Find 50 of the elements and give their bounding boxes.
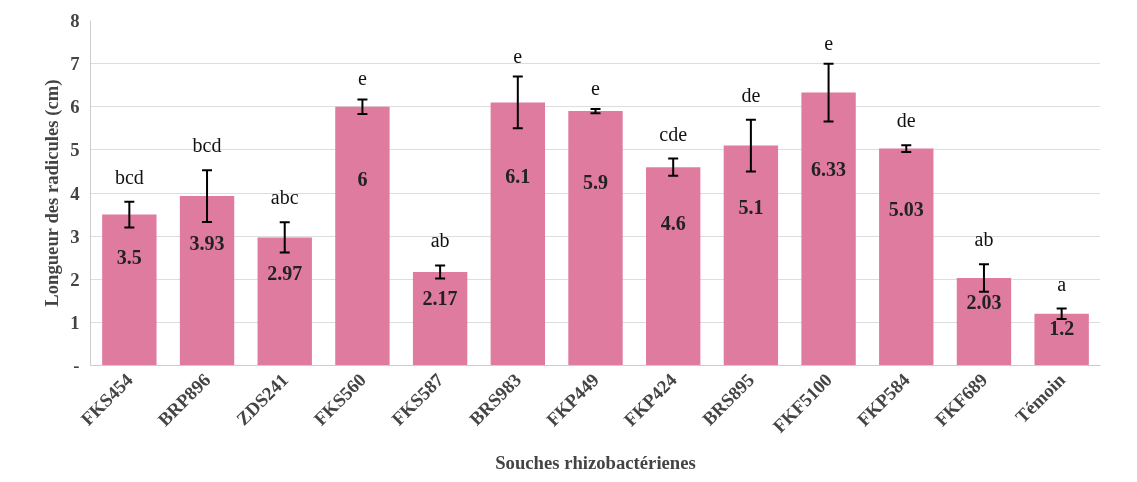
- annotation: abc: [270, 186, 299, 209]
- data-label: 6.33: [811, 157, 847, 180]
- annotation: bcd: [192, 134, 222, 157]
- annotation: de: [896, 109, 916, 132]
- x-axis-title: Souches rhizobactérienes: [495, 452, 696, 474]
- bar: [257, 237, 312, 366]
- data-label: 6: [357, 168, 368, 191]
- data-label: 5.03: [888, 198, 924, 221]
- annotation: e: [513, 44, 523, 67]
- bar: [1034, 313, 1089, 366]
- bar: [723, 145, 779, 366]
- y-tick-label: 4: [70, 182, 80, 204]
- bar: [568, 111, 623, 366]
- data-label: 2.97: [267, 262, 303, 285]
- data-label: 5.1: [738, 196, 764, 219]
- y-tick-label: 5: [70, 139, 80, 161]
- bar: [335, 106, 390, 366]
- annotation: e: [591, 76, 601, 99]
- bar: [801, 92, 856, 366]
- y-tick-label: -: [73, 355, 80, 376]
- y-tick-label: 7: [70, 53, 80, 75]
- annotation: ab: [430, 229, 450, 252]
- y-tick-label: 1: [70, 311, 80, 333]
- annotation: e: [357, 67, 367, 90]
- annotation: cde: [659, 122, 688, 145]
- y-tick-label: 8: [70, 10, 80, 31]
- data-label: 2.17: [422, 287, 458, 310]
- bar: [102, 214, 157, 366]
- annotation: de: [741, 83, 761, 106]
- y-tick-label: 6: [70, 96, 80, 118]
- y-tick-label: 3: [70, 225, 80, 247]
- data-label: 3.93: [189, 232, 225, 255]
- annotation: a: [1057, 272, 1067, 295]
- bar: [490, 102, 545, 366]
- bar: [179, 196, 235, 366]
- data-label: 1.2: [1049, 317, 1075, 340]
- bar: [412, 271, 468, 366]
- bar: [956, 277, 1012, 366]
- data-label: 4.6: [660, 211, 686, 234]
- annotation: bcd: [114, 165, 144, 188]
- annotation: ab: [974, 228, 994, 251]
- bar: [879, 148, 934, 366]
- bar: [646, 167, 701, 366]
- data-label: 2.03: [966, 291, 1002, 314]
- y-axis-title: Longueur des radicules (cm): [41, 79, 64, 307]
- y-tick-label: 2: [70, 268, 80, 290]
- data-label: 3.5: [116, 245, 142, 268]
- annotation: e: [824, 31, 834, 54]
- data-label: 5.9: [583, 171, 608, 194]
- data-label: 6.1: [505, 165, 531, 188]
